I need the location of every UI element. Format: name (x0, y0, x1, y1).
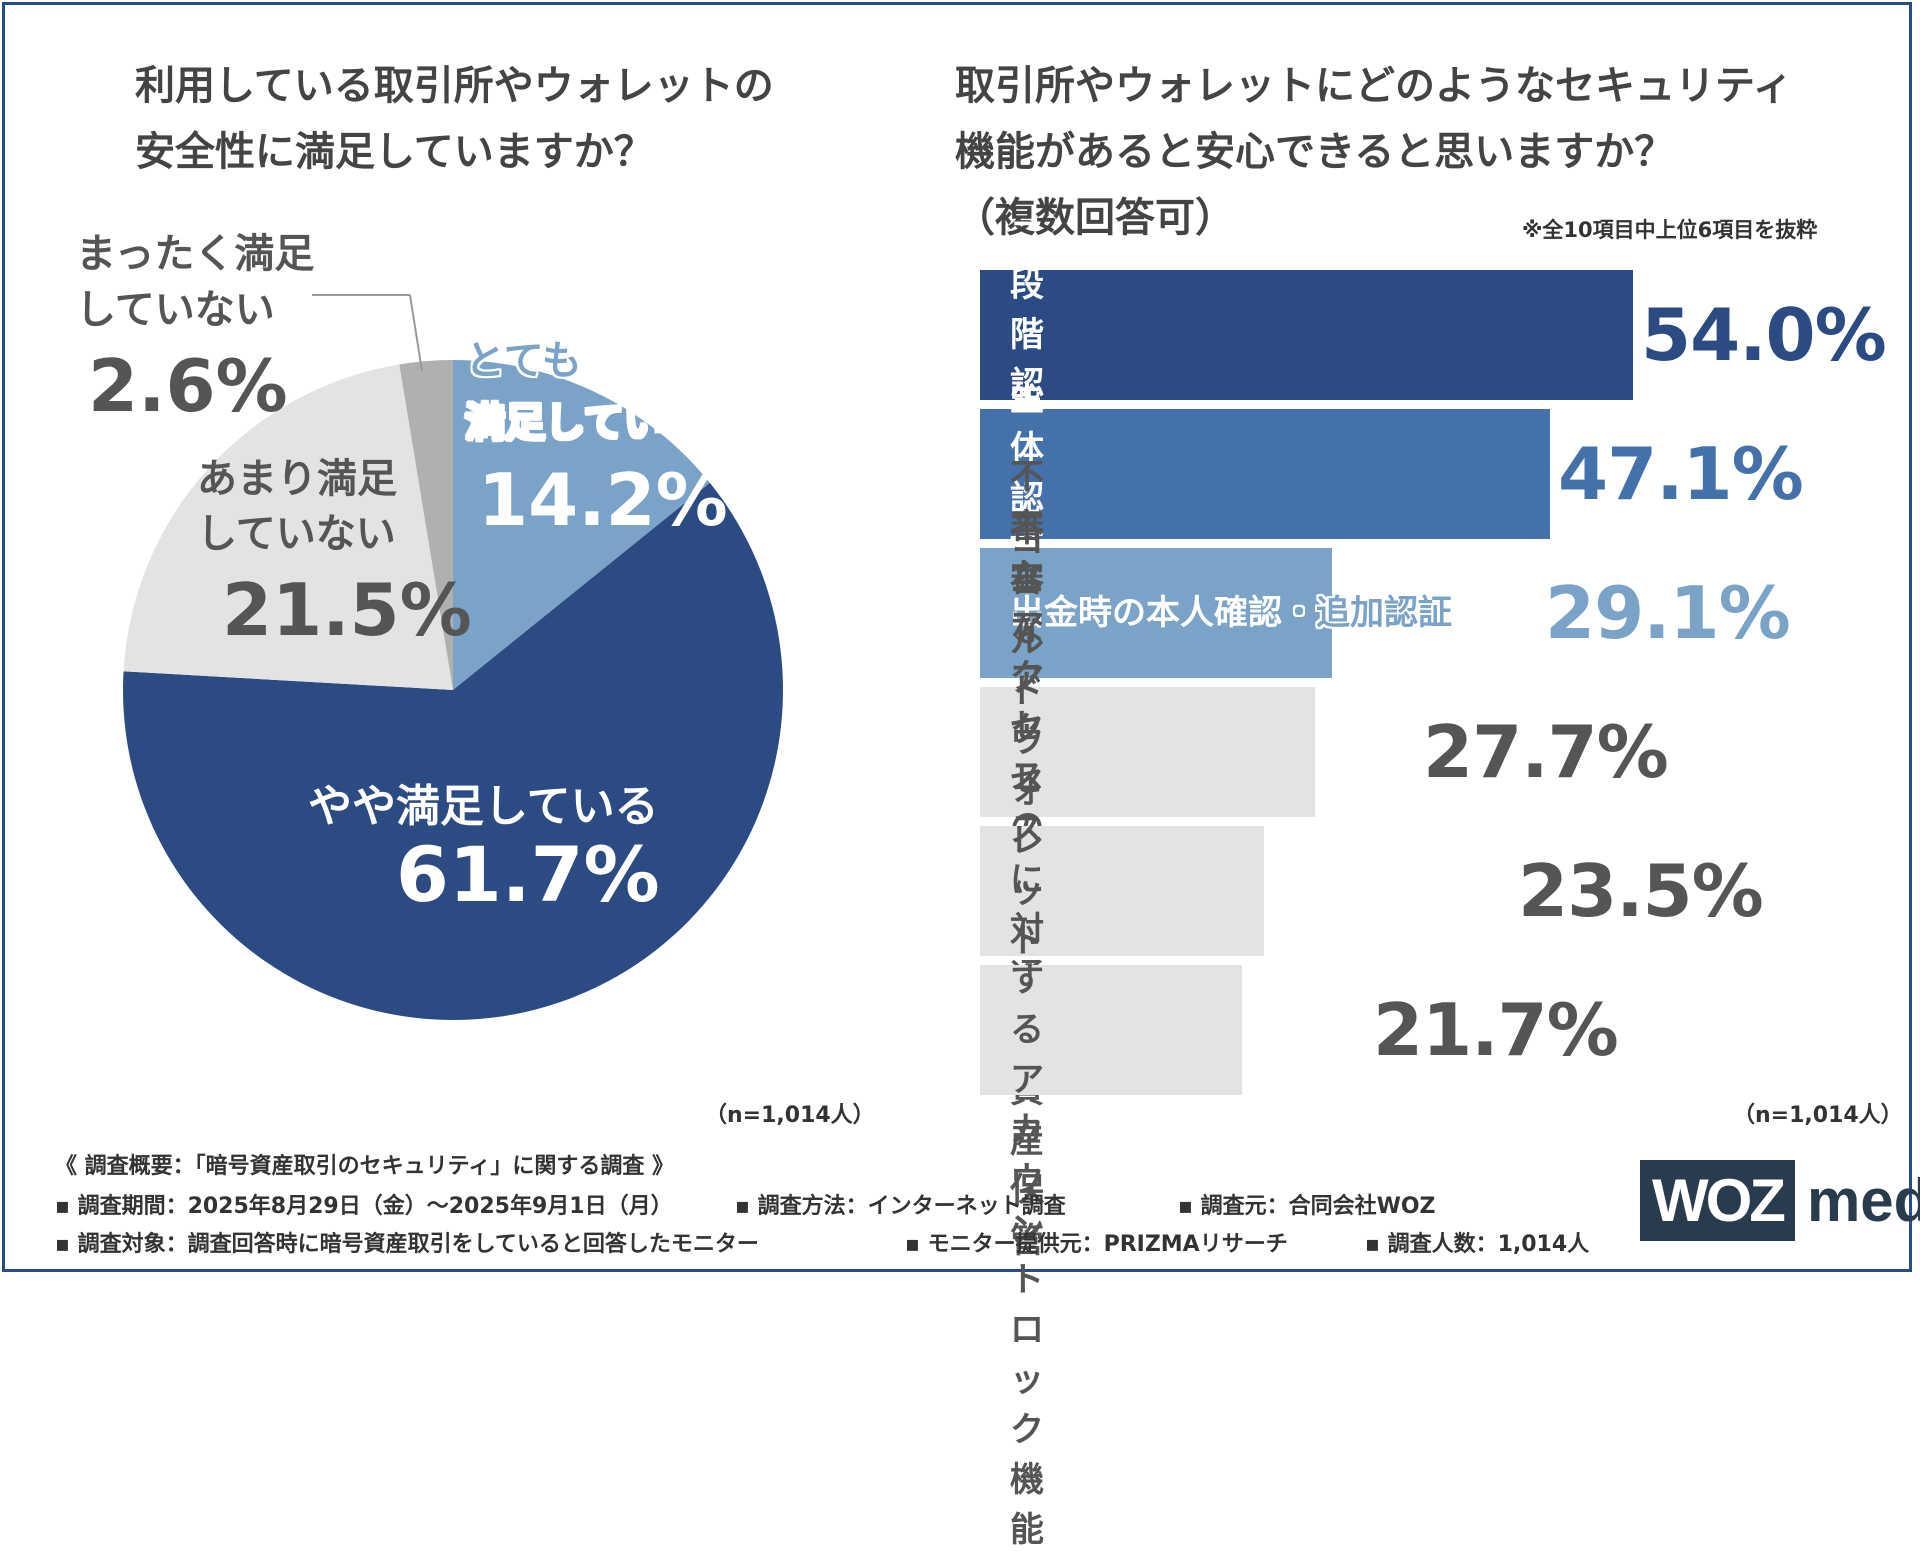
pie-slice-2 (123, 364, 453, 690)
pie-slice-1 (122, 482, 784, 1021)
pie-label-not-at-all-line1: まったく満足 (76, 231, 315, 277)
outer-frame (2, 2, 1912, 1272)
right-subtitle: （複数回答可） (955, 195, 1235, 241)
right-title-line-1: 取引所やウォレットにどのようなセキュリティ (955, 63, 1793, 109)
bar-label-0: 二段階認証 (1010, 215, 1044, 455)
footer-count: ▪ 調査人数：1,014人 (1365, 1232, 1590, 1257)
pie-leader-line (409, 294, 423, 372)
pie-label-very-satisfied-line2: 満足している (465, 400, 704, 446)
pie-value-very-satisfied: 14.2% (478, 458, 728, 542)
bar-value-0: 54.0% (1641, 293, 1887, 377)
pie-label-not-very-satisfied-line1: あまり満足 (197, 456, 397, 502)
bar-value-3: 27.7% (1423, 710, 1669, 794)
pie-label-not-very-satisfied-line2: していない (197, 511, 396, 557)
left-n-label: （n=1,014人） (705, 1103, 875, 1128)
pie-label-somewhat-satisfied: やや満足している (308, 781, 659, 832)
bar-5 (980, 965, 1242, 1095)
bar-1 (980, 409, 1550, 539)
footer-period: ▪ 調査期間：2025年8月29日（金）〜2025年9月1日（月） (55, 1194, 673, 1219)
footer-method: ▪ 調査方法：インターネット調査 (735, 1194, 1066, 1219)
logo-text: media (1806, 1166, 1920, 1234)
bar-label-2: 出金時の本人確認 ・追加認証 (1010, 593, 1452, 633)
footer-target: ▪ 調査対象：調査回答時に暗号資産取引をしていると回答したモニター (55, 1232, 759, 1257)
bar-value-1: 47.1% (1558, 432, 1804, 516)
bar-0 (980, 270, 1633, 400)
pie-slice-3 (399, 360, 453, 690)
footer-panel: ▪ モニター提供元：PRIZMAリサーチ (905, 1232, 1288, 1257)
footer-heading: 《 調査概要：「暗号資産取引のセキュリティ」に関する調査 》 (55, 1154, 675, 1179)
right-title-line-2: 機能があると安心できると思いますか？ (955, 129, 1675, 175)
pie-value-not-very-satisfied: 21.5% (222, 568, 472, 652)
pie-label-very-satisfied-line1: とても (465, 338, 582, 384)
pie-slice-0 (453, 360, 710, 690)
left-title-line-1: 利用している取引所やウォレットの (135, 63, 774, 109)
pie-label-not-at-all-line2: していない (76, 287, 275, 333)
bar-3 (980, 687, 1315, 817)
pie-value-somewhat-satisfied: 61.7% (396, 830, 660, 919)
pie-value-not-at-all: 2.6% (88, 344, 288, 428)
logo-box-text: WOZ (1640, 1159, 1795, 1241)
bar-4 (980, 826, 1264, 956)
bar-label-5: 不審なアクセスに対する アカウントロック機能 (1010, 510, 1044, 1550)
bar-label-4: コールドウォレットでの資産保管 (1010, 521, 1044, 1261)
pie-chart (122, 294, 784, 1021)
bar-value-5: 21.7% (1373, 988, 1619, 1072)
bar-value-4: 23.5% (1518, 849, 1764, 933)
left-title-line-2: 安全性に満足していますか？ (135, 129, 654, 175)
bar-value-2: 29.1% (1545, 571, 1791, 655)
right-note: ※全10項目中上位6項目を抜粋 (1522, 218, 1818, 242)
footer-source: ▪ 調査元：合同会社WOZ (1178, 1194, 1436, 1219)
right-n-label: （n=1,014人） (1733, 1103, 1903, 1128)
bar-2 (980, 548, 1332, 678)
woz-media-logo: WOZ media (1640, 1150, 1920, 1250)
